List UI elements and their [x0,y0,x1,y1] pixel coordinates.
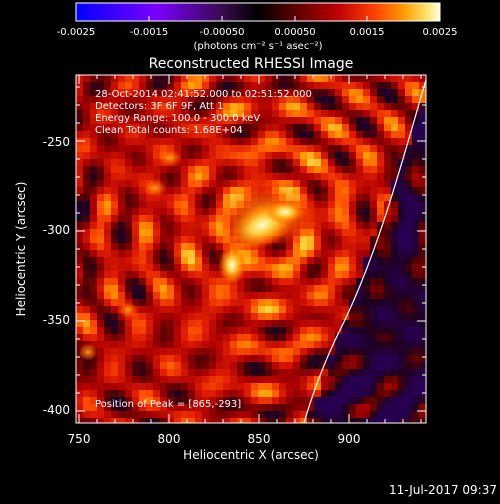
y-tick-labels: -250 -300 -350 -400 [43,135,70,417]
timestamp: 11-Jul-2017 09:37 [389,483,497,497]
x-tick-labels: 750 800 850 900 [68,432,361,446]
flare-source [78,149,323,361]
x-tick-label: 900 [338,432,361,446]
info-line: Clean Total counts: 1.68E+04 [95,125,243,136]
colorbar-units: (photons cm⁻² s⁻¹ asec⁻²) [193,41,322,52]
colorbar: -0.0025 -0.0015 -0.00050 0.00050 0.0015 … [57,2,458,52]
axis-ticks [76,75,426,423]
plot-title: Reconstructed RHESSI Image [149,56,354,72]
colorbar-strip [75,2,441,22]
colorbar-tick-label: -0.0025 [57,27,96,38]
info-line: 28-Oct-2014 02:41:52.000 to 02:51:52.000 [95,89,312,100]
colorbar-tick-label: -0.00050 [200,27,245,38]
y-tick-label: -350 [43,313,70,327]
y-axis-title: Heliocentric Y (arcsec) [14,182,28,317]
rhessi-image [76,75,426,423]
peak-position-text: Position of Peak = [865,-293] [95,399,241,410]
y-tick-label: -400 [43,403,70,417]
x-tick-label: 850 [248,432,271,446]
solar-limb-line [303,79,426,423]
info-line: Energy Range: 100.0 - 300.0 keV [95,113,260,124]
y-tick-label: -300 [43,223,70,237]
y-tick-label: -250 [43,135,70,149]
x-tick-label: 750 [68,432,91,446]
colorbar-ticks [75,16,441,21]
x-axis-title: Heliocentric X (arcsec) [183,448,319,462]
x-tick-label: 800 [158,432,181,446]
colorbar-tick-label: 0.00050 [274,27,315,38]
colorbar-tick-label: 0.0025 [423,27,458,38]
colorbar-tick-label: 0.0015 [350,27,385,38]
colorbar-tick-label: -0.0015 [130,27,169,38]
info-block: 28-Oct-2014 02:41:52.000 to 02:51:52.000… [95,89,312,410]
info-line: Detectors: 3F 6F 9F, Att 1 [95,101,223,112]
